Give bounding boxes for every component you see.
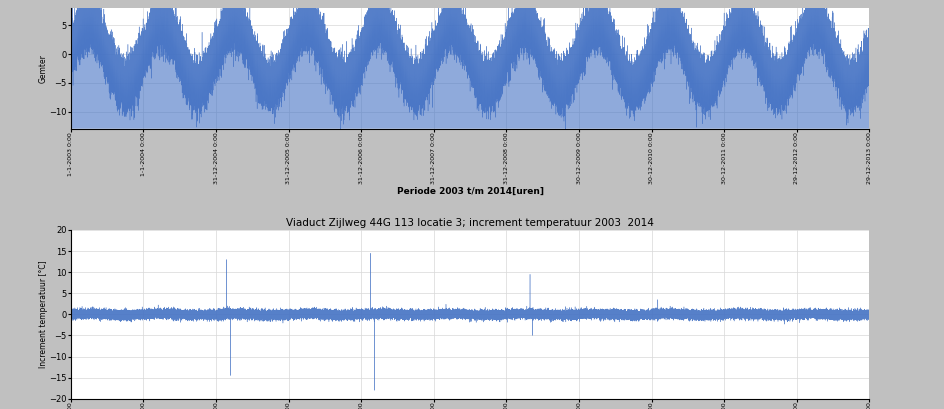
X-axis label: Periode 2003 t/m 2014[uren]: Periode 2003 t/m 2014[uren] [396, 187, 543, 196]
Y-axis label: Increment temperatuur [°C]: Increment temperatuur [°C] [39, 261, 48, 368]
Title: Viaduct Zijlweg 44G 113 locatie 3; increment temperatuur 2003  2014: Viaduct Zijlweg 44G 113 locatie 3; incre… [286, 218, 653, 228]
Y-axis label: Gemter: Gemter [39, 54, 48, 83]
